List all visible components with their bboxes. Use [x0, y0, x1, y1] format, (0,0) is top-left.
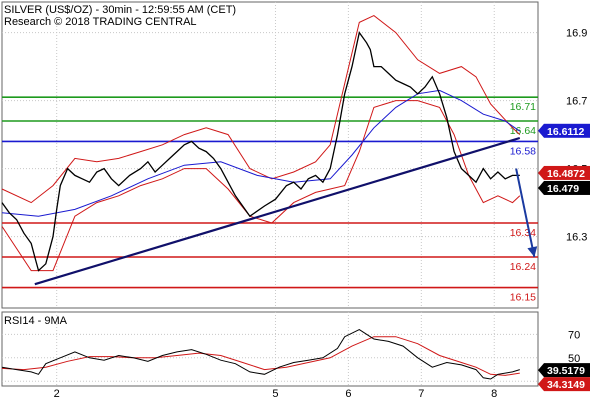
rsi-gridlines [2, 312, 538, 386]
level-label: 16.24 [510, 261, 536, 273]
level-label: 16.71 [510, 101, 536, 113]
bollinger-upper-line [1, 15, 521, 204]
chart-title: SILVER (US$/OZ) - 30min - 12:59:55 AM (C… [4, 4, 236, 16]
rsi-value-tag-pointer [538, 363, 544, 378]
support-resistance-levels: 16.71 16.64 16.58 16.34 16.24 16.15 [2, 96, 538, 304]
rsi-value-tag-bg [544, 363, 590, 378]
rsi-tick-label: 70 [568, 329, 580, 341]
price-series-group [1, 15, 538, 286]
chart-subtitle: Research © 2018 TRADING CENTRAL [4, 16, 197, 28]
rsi-ma-value-tag-pointer [538, 377, 544, 392]
level-label: 16.64 [510, 125, 536, 137]
rsi-tick-label: 50 [568, 353, 580, 365]
x-tick-label: 5 [272, 388, 278, 400]
rsi-ma-line [1, 336, 520, 376]
ma-price-tag: 16.6112 [547, 126, 585, 138]
ma-price-tag-pointer [538, 123, 544, 138]
rsi-ma-value-tag-bg [544, 377, 590, 392]
x-tick-label: 8 [491, 388, 497, 400]
price-tick-label: 16.9 [566, 28, 587, 40]
current-price-tag-bg [544, 180, 590, 195]
level-label: 16.15 [510, 292, 536, 304]
rsi-ma-value-tag: 34.3149 [547, 379, 585, 391]
moving-average-line [1, 89, 521, 217]
x-tick-label: 6 [345, 388, 351, 400]
price-tags-group: 16.6112 16.4872 16.479 39.5179 34.3149 [538, 123, 590, 392]
rsi-series-group [1, 329, 520, 380]
level-label: 16.58 [510, 145, 536, 157]
price-tick-label: 16.7 [566, 96, 587, 108]
price-panel-frame [1, 1, 539, 309]
price-gridlines [2, 2, 538, 308]
forecast-arrow-head [527, 246, 538, 257]
upper-band-price-tag-pointer [538, 166, 544, 180]
rsi-panel-label: RSI14 - 9MA [4, 315, 68, 327]
price-line [1, 31, 520, 272]
ma-price-tag-bg [544, 123, 590, 138]
rsi-panel-frame [1, 311, 539, 387]
x-tick-label: 2 [54, 388, 60, 400]
level-label: 16.34 [510, 227, 536, 239]
current-price-tag-pointer [538, 181, 544, 195]
trendline [34, 136, 521, 286]
upper-band-price-tag: 16.4872 [547, 168, 585, 180]
forecast-arrow-shaft [515, 168, 536, 258]
price-tick-label: 16.3 [566, 232, 587, 244]
current-price-tag: 16.479 [547, 183, 579, 195]
rsi-line [1, 329, 520, 380]
x-tick-label: 7 [418, 388, 424, 400]
rsi-value-tag: 39.5179 [547, 365, 585, 377]
upper-band-price-tag-bg [544, 165, 590, 180]
